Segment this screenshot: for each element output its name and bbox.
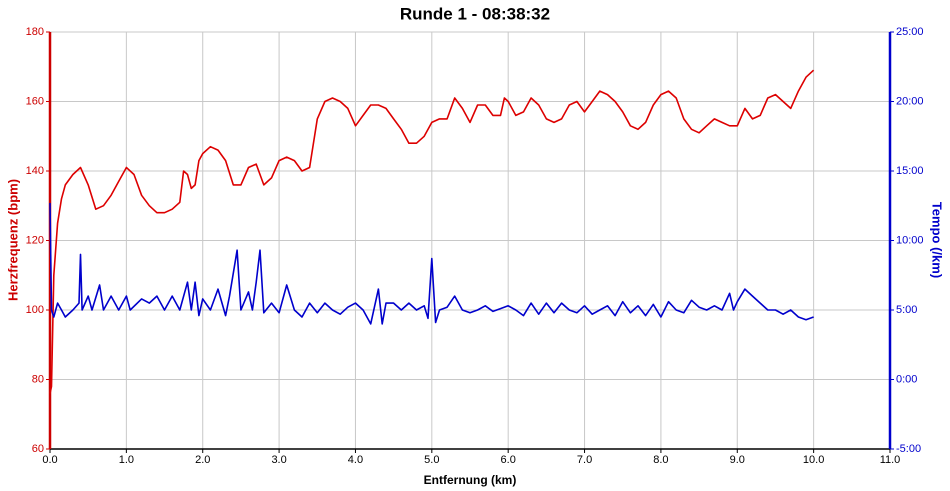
series-line: [49, 202, 814, 325]
y2-tick-label: 10:00: [896, 234, 924, 246]
y2-tick-label: 15:00: [896, 165, 924, 177]
y-tick-label: 160: [26, 95, 44, 107]
y-tick-label: 100: [26, 304, 44, 316]
x-tick-label: 2.0: [195, 454, 210, 466]
x-tick-label: 0.0: [42, 454, 57, 466]
chart-title: Runde 1 - 08:38:32: [400, 4, 550, 23]
y2-tick-label: -5:00: [896, 443, 921, 455]
x-tick-label: 9.0: [730, 454, 745, 466]
x-tick-label: 3.0: [271, 454, 286, 466]
x-tick-label: 5.0: [424, 454, 439, 466]
x-tick-label: 4.0: [348, 454, 363, 466]
x-tick-label: 10.0: [803, 454, 824, 466]
x-axis-label: Entfernung (km): [424, 473, 517, 487]
y2-tick-label: 25:00: [896, 26, 924, 38]
y-tick-label: 140: [26, 165, 44, 177]
x-tick-label: 8.0: [653, 454, 668, 466]
y-tick-label: 120: [26, 234, 44, 246]
y2-axis-label: Tempo (/km): [930, 202, 945, 278]
y-tick-label: 60: [32, 443, 44, 455]
y-axis-label: Herzfrequenz (bpm): [5, 179, 20, 301]
x-tick-label: 1.0: [119, 454, 134, 466]
y2-tick-label: 0:00: [896, 373, 917, 385]
y-tick-label: 80: [32, 373, 44, 385]
series-line: [49, 69, 815, 394]
y-tick-label: 180: [26, 26, 44, 38]
x-tick-label: 7.0: [577, 454, 592, 466]
y2-tick-label: 20:00: [896, 95, 924, 107]
y2-tick-label: 5:00: [896, 304, 917, 316]
x-tick-label: 6.0: [501, 454, 516, 466]
x-tick-label: 11.0: [880, 454, 901, 466]
